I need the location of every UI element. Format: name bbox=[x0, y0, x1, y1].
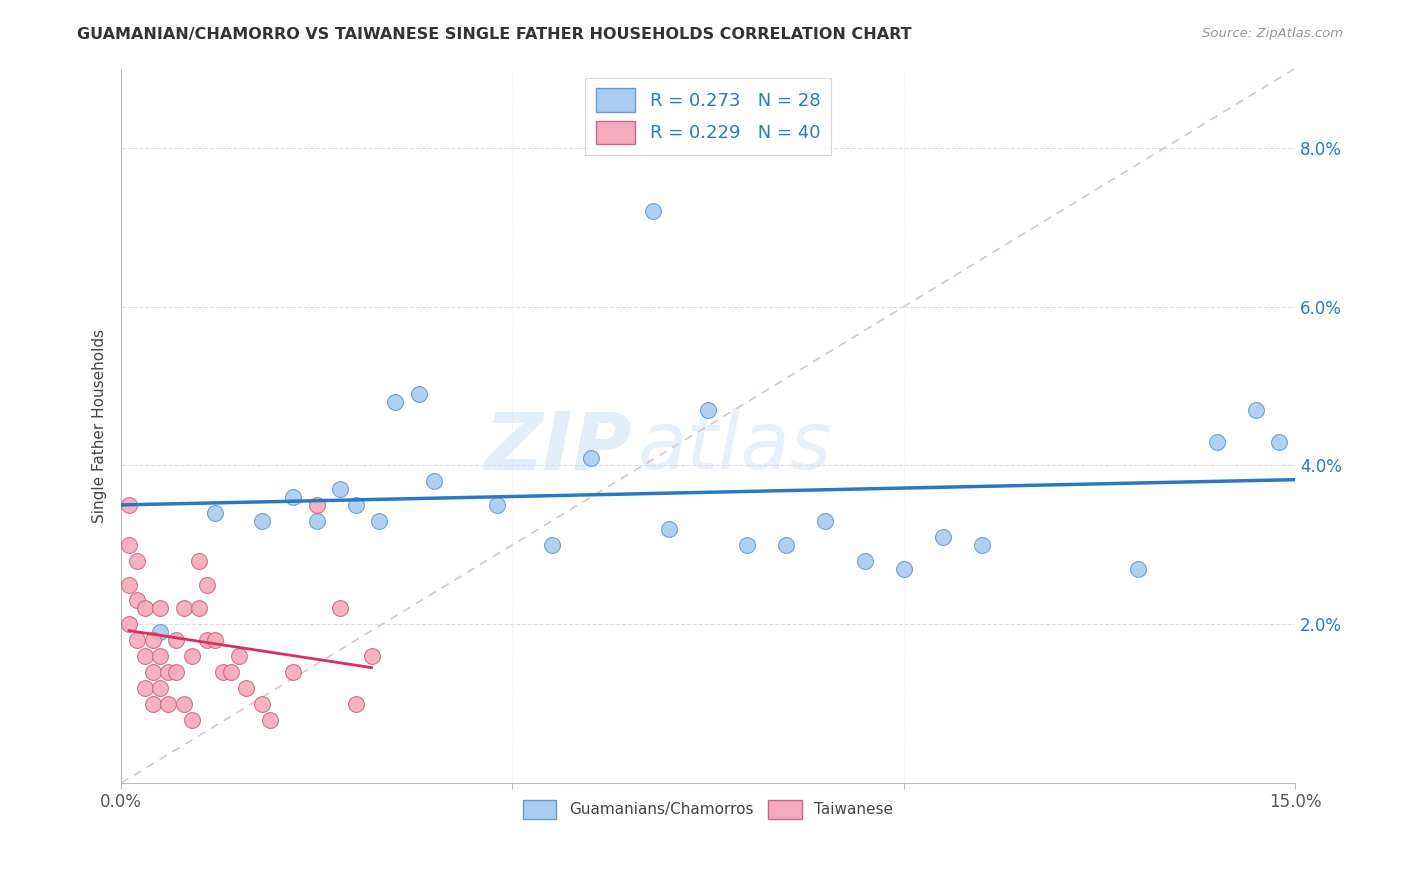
Point bbox=[180, 648, 202, 663]
Point bbox=[259, 713, 281, 727]
Point bbox=[134, 648, 156, 663]
Point bbox=[1128, 562, 1150, 576]
Point bbox=[125, 554, 148, 568]
Point bbox=[250, 514, 273, 528]
Point bbox=[173, 601, 195, 615]
Point bbox=[893, 562, 915, 576]
Point bbox=[329, 601, 352, 615]
Point bbox=[697, 403, 720, 417]
Point bbox=[125, 593, 148, 607]
Text: GUAMANIAN/CHAMORRO VS TAIWANESE SINGLE FATHER HOUSEHOLDS CORRELATION CHART: GUAMANIAN/CHAMORRO VS TAIWANESE SINGLE F… bbox=[77, 27, 912, 42]
Point bbox=[141, 697, 163, 711]
Point bbox=[423, 475, 446, 489]
Point bbox=[329, 483, 352, 497]
Point bbox=[932, 530, 955, 544]
Y-axis label: Single Father Households: Single Father Households bbox=[93, 329, 107, 523]
Point bbox=[250, 697, 273, 711]
Point bbox=[157, 665, 180, 679]
Point bbox=[188, 601, 211, 615]
Point bbox=[814, 514, 837, 528]
Point bbox=[305, 498, 328, 512]
Point bbox=[141, 633, 163, 648]
Point bbox=[219, 665, 242, 679]
Point bbox=[344, 498, 367, 512]
Point bbox=[180, 713, 202, 727]
Point bbox=[204, 633, 226, 648]
Point bbox=[283, 490, 305, 504]
Point bbox=[149, 648, 172, 663]
Point bbox=[134, 601, 156, 615]
Point bbox=[118, 538, 141, 552]
Point bbox=[305, 514, 328, 528]
Point bbox=[658, 522, 681, 536]
Point bbox=[775, 538, 797, 552]
Point bbox=[118, 577, 141, 591]
Point bbox=[235, 681, 257, 695]
Point bbox=[118, 498, 141, 512]
Point bbox=[195, 577, 218, 591]
Point bbox=[485, 498, 508, 512]
Legend: Guamanians/Chamorros, Taiwanese: Guamanians/Chamorros, Taiwanese bbox=[517, 794, 900, 825]
Point bbox=[165, 633, 187, 648]
Point bbox=[195, 633, 218, 648]
Point bbox=[853, 554, 876, 568]
Text: Source: ZipAtlas.com: Source: ZipAtlas.com bbox=[1202, 27, 1343, 40]
Point bbox=[118, 617, 141, 632]
Point bbox=[408, 387, 430, 401]
Point bbox=[173, 697, 195, 711]
Point bbox=[283, 665, 305, 679]
Point bbox=[1244, 403, 1267, 417]
Text: ZIP: ZIP bbox=[485, 409, 631, 486]
Point bbox=[149, 625, 172, 640]
Point bbox=[157, 697, 180, 711]
Text: atlas: atlas bbox=[638, 409, 832, 486]
Point bbox=[149, 681, 172, 695]
Point bbox=[141, 665, 163, 679]
Point bbox=[368, 514, 391, 528]
Point bbox=[735, 538, 758, 552]
Point bbox=[212, 665, 235, 679]
Point bbox=[1205, 434, 1227, 449]
Point bbox=[228, 648, 250, 663]
Point bbox=[134, 681, 156, 695]
Point bbox=[1268, 434, 1291, 449]
Point bbox=[165, 665, 187, 679]
Point bbox=[125, 633, 148, 648]
Point bbox=[579, 450, 602, 465]
Point bbox=[344, 697, 367, 711]
Point bbox=[384, 395, 406, 409]
Point bbox=[540, 538, 562, 552]
Point bbox=[149, 601, 172, 615]
Point bbox=[360, 648, 382, 663]
Point bbox=[204, 506, 226, 520]
Point bbox=[643, 204, 665, 219]
Point bbox=[970, 538, 993, 552]
Point bbox=[188, 554, 211, 568]
